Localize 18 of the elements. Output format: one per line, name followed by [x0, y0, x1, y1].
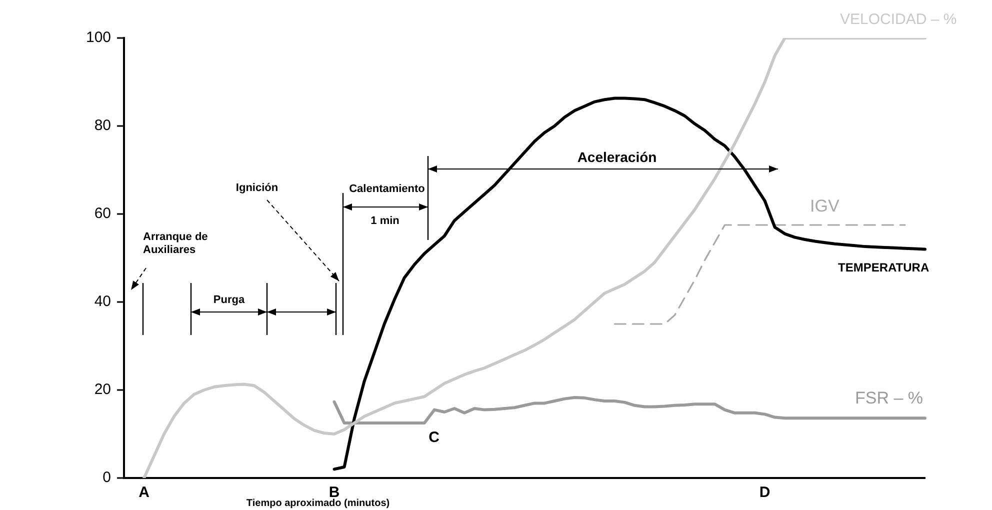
x-tick-label: A: [138, 484, 150, 502]
annotation: Ignición: [236, 182, 278, 194]
series-label: TEMPERATURA: [838, 260, 930, 274]
annotation: Arranque de Auxiliares: [143, 231, 208, 256]
y-tick-label: 40: [94, 293, 112, 310]
annotation: 1 min: [370, 215, 400, 228]
x-tick-label: D: [759, 484, 770, 502]
annotation: Purga: [213, 294, 246, 306]
annotation: Calentamiento: [349, 183, 426, 196]
y-tick-label: 20: [94, 381, 112, 398]
series-label: FSR – %: [855, 388, 924, 408]
y-tick-label: 80: [94, 117, 112, 134]
annotation: Aceleración: [577, 148, 657, 165]
y-tick-label: 0: [102, 469, 112, 486]
y-tick-label: 100: [86, 29, 112, 46]
y-tick-label: 60: [94, 205, 112, 222]
series-label: IGV: [810, 196, 840, 216]
annotation: C: [428, 429, 440, 446]
